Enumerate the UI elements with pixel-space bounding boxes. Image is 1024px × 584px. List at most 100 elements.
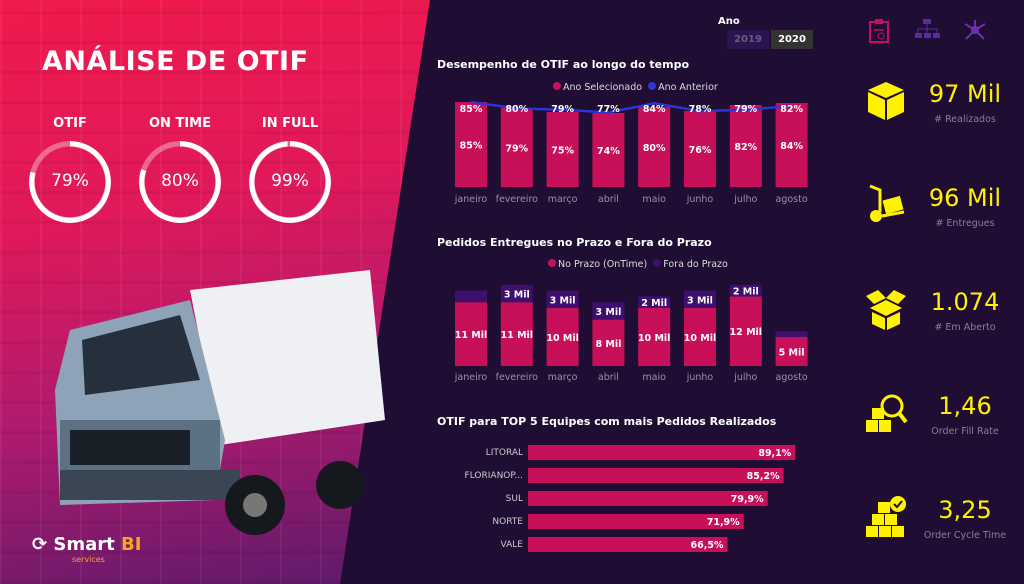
bar-ano-selecionado[interactable] <box>546 112 579 187</box>
year-option-2019[interactable]: 2019 <box>727 30 769 49</box>
bar-fora-prazo[interactable] <box>729 284 762 297</box>
x-tick: janeiro <box>454 194 488 205</box>
chart1-title: Desempenho de OTIF ao longo do tempo <box>437 58 690 71</box>
gauge-value: 80% <box>161 171 199 191</box>
bar-no-prazo[interactable] <box>729 296 762 366</box>
bar-label: 11 Mil <box>455 330 488 341</box>
x-tick: maio <box>642 372 666 383</box>
bar-fora-prazo[interactable] <box>500 284 533 303</box>
category-label: SUL <box>506 494 523 504</box>
bar-no-prazo[interactable] <box>546 308 579 366</box>
bar-label: 5 Mil <box>779 348 805 359</box>
category-label: VALE <box>501 540 524 550</box>
bar-label: 3 Mil <box>595 307 621 318</box>
bar-label: 2 Mil <box>641 298 667 309</box>
bar-ano-selecionado[interactable] <box>729 105 762 187</box>
kpi-label: Order Fill Rate <box>931 426 999 437</box>
bar-label: 11 Mil <box>501 330 534 341</box>
bar-label: 12 Mil <box>730 327 763 338</box>
line-label: 80% <box>505 104 528 115</box>
bar-label: 79,9% <box>731 494 764 505</box>
bar-label: 66,5% <box>691 540 724 551</box>
chart2-legend: No Prazo (OnTime) Fora do Prazo <box>548 259 728 270</box>
hierarchy-icon[interactable] <box>914 18 940 40</box>
x-tick: janeiro <box>454 372 488 383</box>
bar-fora-prazo[interactable] <box>592 302 625 320</box>
bar-label: 8 Mil <box>595 339 621 350</box>
bar-ano-selecionado[interactable] <box>684 111 716 187</box>
bar-no-prazo[interactable] <box>638 308 671 366</box>
kpi-value: 97 Mil <box>928 80 1002 108</box>
bar-label: 79% <box>505 144 528 155</box>
kpi-label: # Em Aberto <box>934 322 996 333</box>
x-tick: agosto <box>776 194 808 205</box>
kpi-label: Order Cycle Time <box>923 530 1007 541</box>
clipboard-icon[interactable] <box>868 18 890 44</box>
bar-label: 3 Mil <box>550 295 576 306</box>
category-label: LITORAL <box>486 448 523 458</box>
kpi-value: 1,46 <box>938 392 992 420</box>
kpi-label: # Entregues <box>935 218 995 229</box>
bar-ano-selecionado[interactable] <box>775 103 808 187</box>
bar-fora-prazo[interactable] <box>684 290 716 308</box>
bar-ano-selecionado[interactable] <box>455 102 487 187</box>
bar-no-prazo[interactable] <box>455 302 487 366</box>
bar-no-prazo[interactable] <box>500 302 533 366</box>
orders-chart: 11 Mil janeiro 11 Mil 3 Mil fevereiro 10 Mil 3… <box>454 284 808 383</box>
bar-label: 74% <box>597 146 620 157</box>
bar-label: 71,9% <box>707 517 740 528</box>
open-box-icon <box>866 290 906 330</box>
team-bar[interactable] <box>528 445 796 460</box>
x-tick: março <box>548 372 578 383</box>
x-tick: maio <box>642 194 666 205</box>
kpi-value: 1.074 <box>930 288 1000 316</box>
x-tick: fevereiro <box>496 372 539 383</box>
x-tick: julho <box>733 194 757 205</box>
line-label: 77% <box>597 104 620 115</box>
bar-label: 84% <box>780 141 803 152</box>
team-bar[interactable] <box>528 537 728 552</box>
chart3-title: OTIF para TOP 5 Equipes com mais Pedidos… <box>437 415 777 428</box>
x-tick: abril <box>598 194 619 205</box>
bar-no-prazo[interactable] <box>592 319 625 366</box>
team-bar[interactable] <box>528 468 784 483</box>
bar-label: 82% <box>734 142 757 153</box>
hand-truck-icon <box>869 184 905 222</box>
line-label: 79% <box>734 104 757 115</box>
gauge-ring <box>139 141 221 223</box>
x-tick: agosto <box>776 372 808 383</box>
legend-fora-prazo: Fora do Prazo <box>663 259 728 270</box>
gauge-ring <box>249 141 331 223</box>
year-option-2020[interactable]: 2020 <box>771 30 813 49</box>
page-title: ANÁLISE DE OTIF <box>42 46 309 77</box>
bar-ano-selecionado[interactable] <box>592 113 625 187</box>
x-tick: julho <box>733 372 757 383</box>
line-label: 78% <box>689 104 712 115</box>
kpi-value: 96 Mil <box>928 184 1002 212</box>
x-tick: fevereiro <box>496 194 539 205</box>
chart2-title: Pedidos Entregues no Prazo e Fora do Pra… <box>437 236 712 249</box>
line-label: 85% <box>460 104 483 115</box>
chart1-legend: Ano Selecionado Ano Anterior <box>553 82 718 93</box>
bar-fora-prazo[interactable] <box>546 290 579 308</box>
team-bar[interactable] <box>528 491 768 506</box>
team-bar[interactable] <box>528 514 744 529</box>
bar-fora-prazo[interactable] <box>775 331 808 337</box>
line-ano-anterior[interactable] <box>470 100 792 114</box>
bar-fora-prazo[interactable] <box>455 290 487 303</box>
bar-no-prazo[interactable] <box>684 308 716 366</box>
bar-ano-selecionado[interactable] <box>638 107 671 187</box>
bar-label: 85,2% <box>747 471 780 482</box>
gauge-otif: OTIF 79% <box>28 116 112 243</box>
bar-fora-prazo[interactable] <box>638 296 671 308</box>
bar-no-prazo[interactable] <box>775 337 808 366</box>
boxes-check-icon <box>866 496 906 537</box>
bar-label: 85% <box>460 141 483 152</box>
line-label: 79% <box>551 104 574 115</box>
network-icon[interactable] <box>962 18 988 42</box>
gauge-label: IN FULL <box>261 116 319 131</box>
bar-ano-selecionado[interactable] <box>500 108 533 187</box>
bar-label: 10 Mil <box>684 333 717 344</box>
gauge-label: OTIF <box>53 116 87 131</box>
logo: ⟳ Smart BI services <box>32 534 142 564</box>
